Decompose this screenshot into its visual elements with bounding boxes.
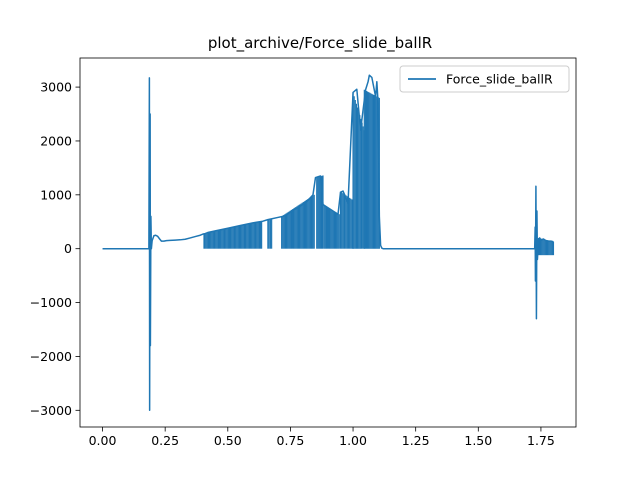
x-tick-label: 1.75 <box>527 433 555 448</box>
axes-frame <box>79 57 577 428</box>
oscillation-band <box>537 237 555 256</box>
plot-area <box>102 74 555 412</box>
legend: Force_slide_ballR <box>399 65 570 93</box>
y-tick-label: 1000 <box>40 187 72 202</box>
oscillation-band <box>352 92 365 249</box>
axes: 0.00 0.25 0.50 0.75 1.00 1.25 1.50 1.75 −3000 −20… <box>30 57 577 448</box>
y-tick-label: 3000 <box>40 80 72 95</box>
y-tick-label: −1000 <box>30 295 72 310</box>
series-line <box>102 74 554 412</box>
y-tick-label: 0 <box>64 241 72 256</box>
oscillation-band <box>316 175 324 249</box>
x-tick-label: 0.50 <box>214 433 242 448</box>
series-group <box>102 74 555 412</box>
oscillation-band <box>281 194 315 249</box>
legend-label: Force_slide_ballR <box>446 72 553 87</box>
x-tick-label: 1.00 <box>339 433 367 448</box>
chart-title: plot_archive/Force_slide_ballR <box>208 34 432 53</box>
legend-box <box>399 65 570 93</box>
oscillation-band <box>339 191 354 249</box>
x-tick-label: 1.25 <box>402 433 430 448</box>
y-tick-label: 2000 <box>40 133 72 148</box>
x-tick-label: 0.25 <box>151 433 179 448</box>
x-tick-label: 1.50 <box>464 433 492 448</box>
y-tick-label: −2000 <box>30 349 72 364</box>
oscillation-band <box>323 205 340 249</box>
oscillation-band <box>203 221 263 249</box>
x-tick-label: 0.00 <box>89 433 117 448</box>
oscillation-band <box>267 218 273 249</box>
oscillation-band <box>363 89 380 249</box>
x-tick-label: 0.75 <box>277 433 305 448</box>
y-tick-label: −3000 <box>30 403 72 418</box>
